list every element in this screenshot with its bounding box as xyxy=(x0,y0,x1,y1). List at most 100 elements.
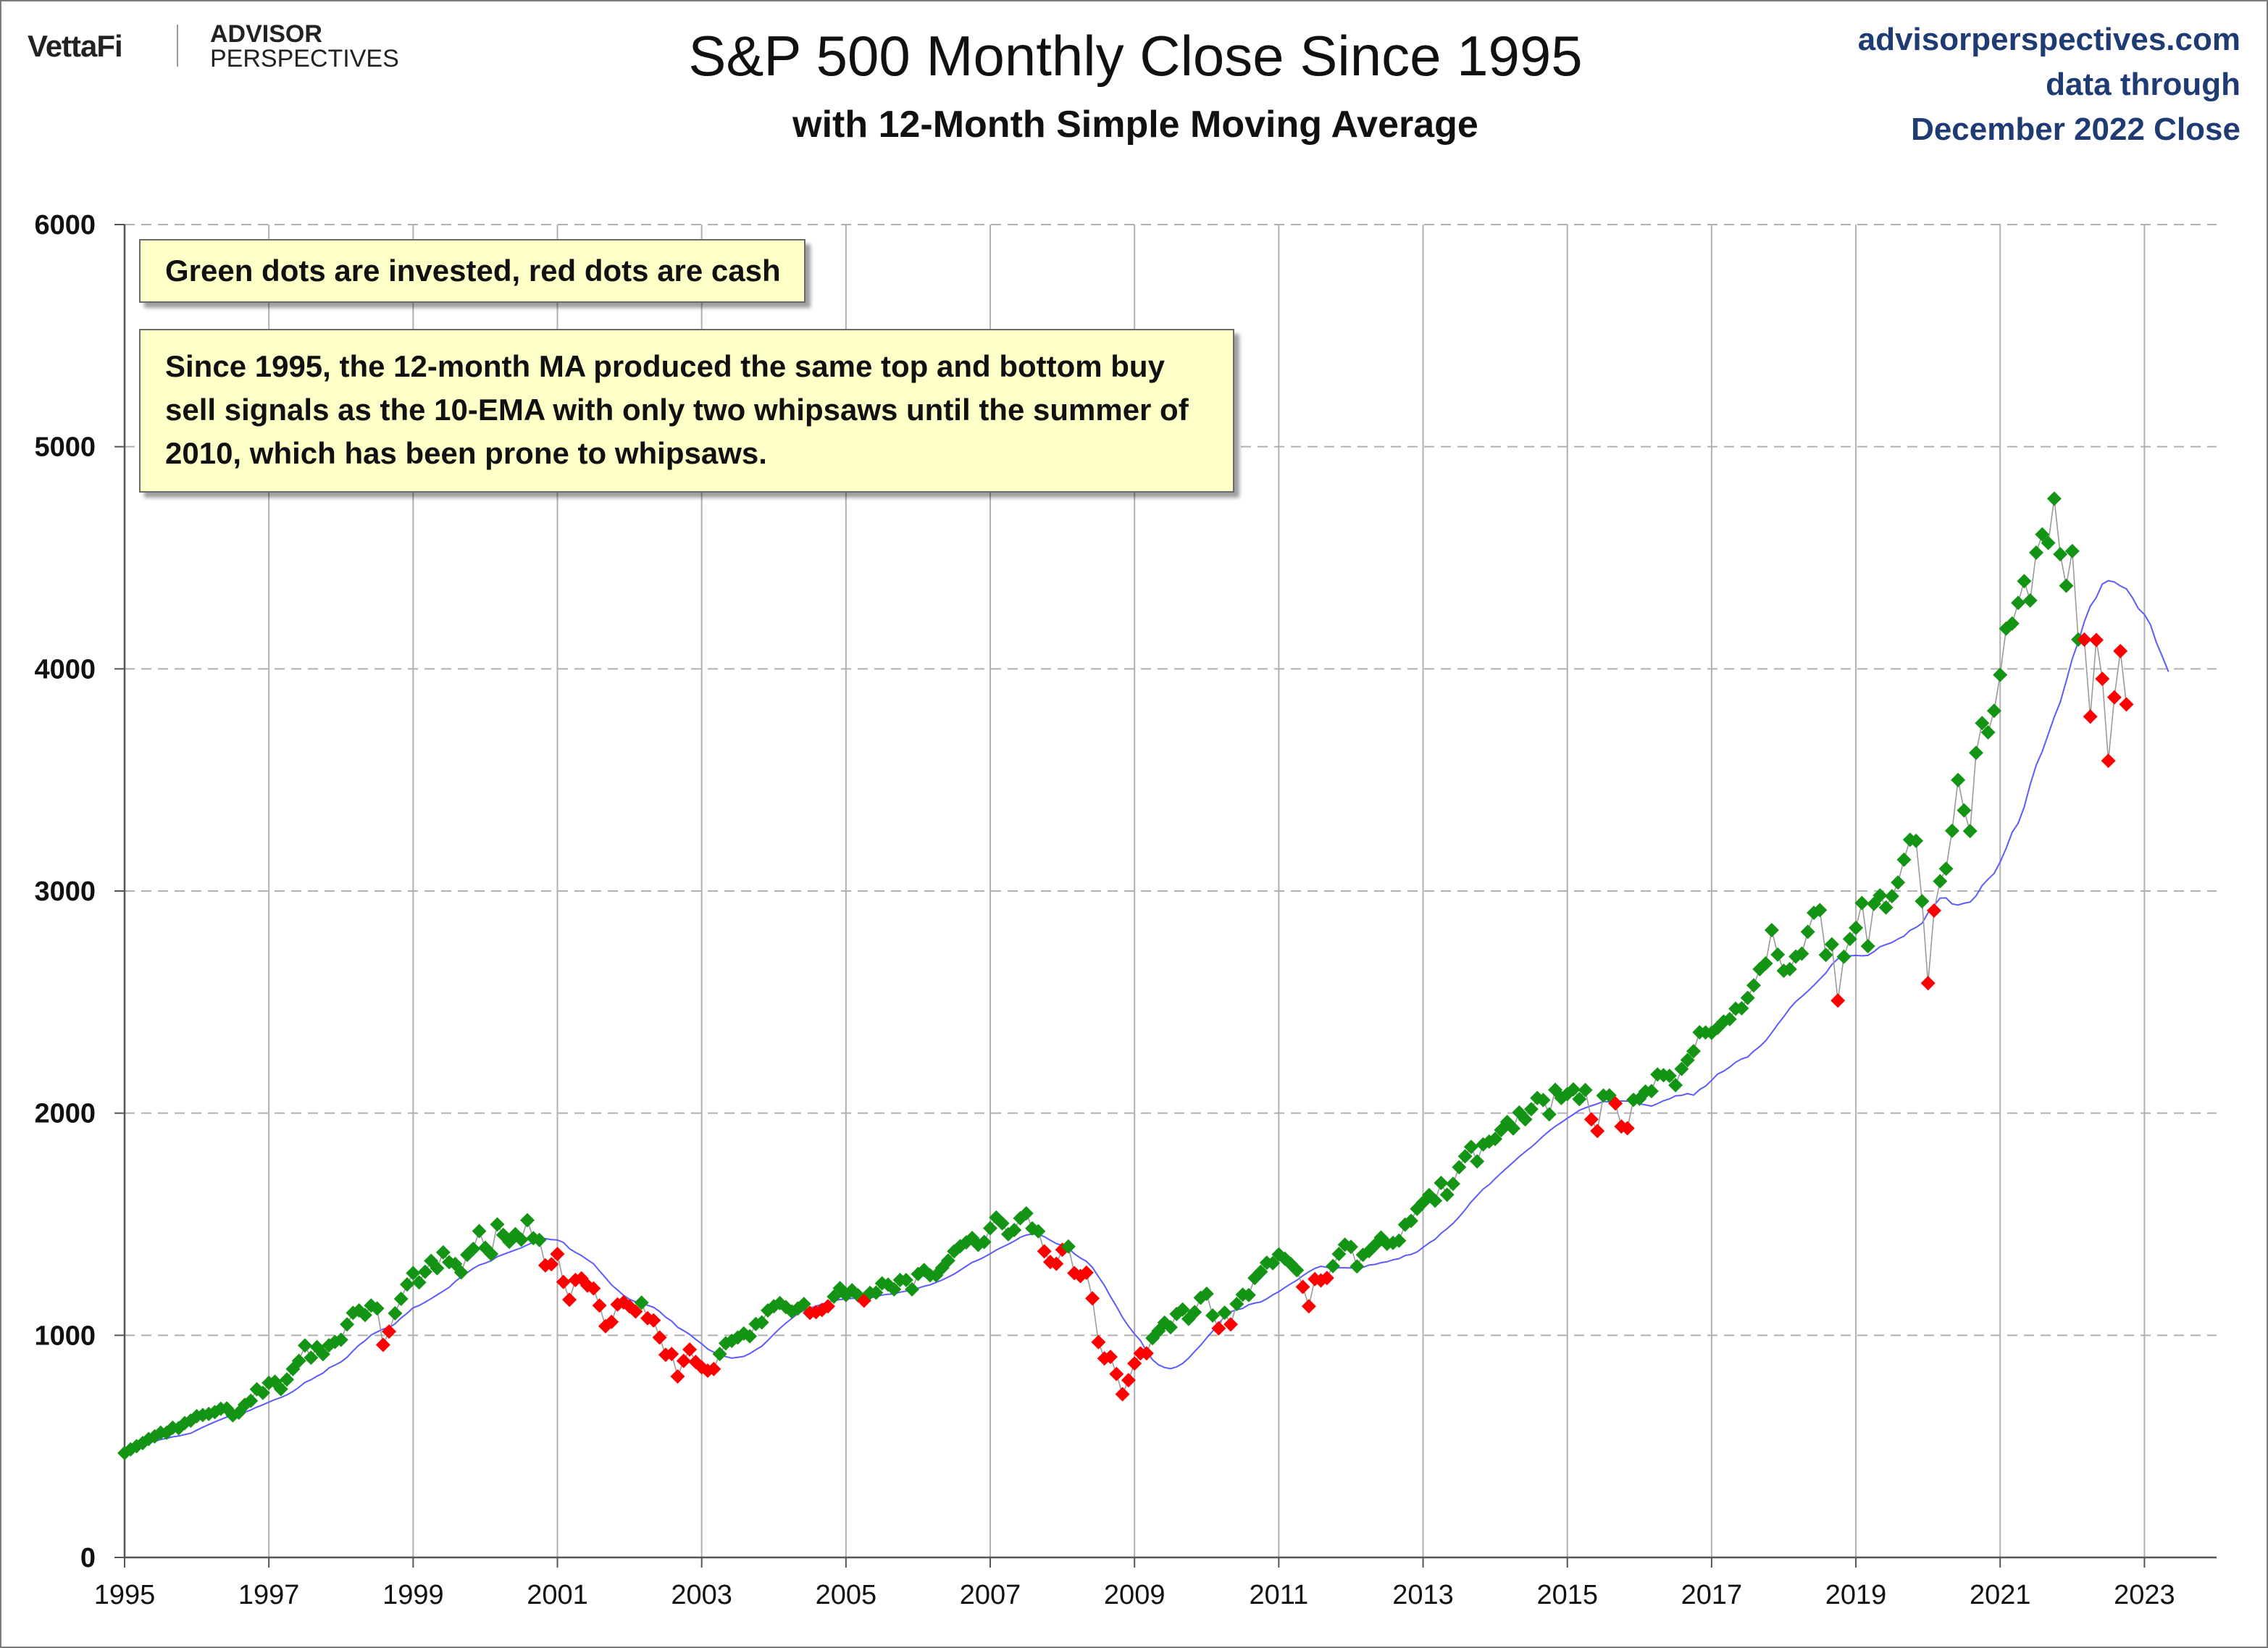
invested-dot xyxy=(1980,725,1996,740)
invested-dot xyxy=(2017,574,2032,589)
cash-dot xyxy=(2095,672,2110,687)
source-date: December 2022 Close xyxy=(1911,112,2240,147)
moving-average-line xyxy=(124,580,2169,1454)
invested-dot xyxy=(417,1264,432,1279)
invested-dot xyxy=(940,1253,955,1268)
cash-dot xyxy=(1295,1279,1310,1294)
invested-dot xyxy=(280,1372,295,1387)
x-tick-label: 2011 xyxy=(1250,1580,1309,1610)
invested-dot xyxy=(1578,1082,1593,1097)
cash-dot xyxy=(628,1304,643,1319)
invested-dot xyxy=(1331,1247,1347,1262)
invested-dot xyxy=(2004,616,2020,631)
invested-dot xyxy=(1326,1258,1341,1273)
invested-dot xyxy=(1764,923,1779,937)
invested-dot xyxy=(1734,1000,1749,1016)
x-tick-label: 2021 xyxy=(1970,1580,2031,1610)
cash-dot xyxy=(1590,1124,1605,1139)
cash-dot xyxy=(682,1342,698,1357)
invested-dot xyxy=(1060,1239,1076,1254)
invested-dot xyxy=(1644,1084,1659,1099)
invested-dot xyxy=(898,1273,913,1287)
invested-dot xyxy=(1163,1320,1178,1335)
invested-dot xyxy=(2035,527,2050,542)
x-tick-label: 2013 xyxy=(1392,1580,1454,1610)
invested-dot xyxy=(905,1281,920,1297)
invested-dot xyxy=(1523,1102,1539,1117)
invested-dot xyxy=(1746,978,1761,993)
x-tick-label: 2019 xyxy=(1825,1580,1887,1610)
invested-dot xyxy=(255,1385,270,1400)
invested-dot xyxy=(1849,920,1864,935)
invested-dot xyxy=(1428,1193,1443,1208)
signal-note: Since 1995, the 12-month MA produced the… xyxy=(139,329,1234,493)
invested-dot xyxy=(976,1234,992,1250)
cash-dot xyxy=(1608,1096,1623,1111)
invested-dot xyxy=(1986,703,2001,719)
y-tick-label: 3000 xyxy=(34,877,96,907)
invested-dot xyxy=(995,1216,1010,1231)
cash-dot xyxy=(592,1298,607,1313)
invested-dot xyxy=(514,1232,529,1247)
cash-dot xyxy=(2077,632,2092,647)
invested-dot xyxy=(1536,1092,1551,1108)
invested-dot xyxy=(406,1266,421,1281)
invested-dot xyxy=(520,1213,535,1228)
invested-dot xyxy=(1187,1305,1202,1320)
invested-dot xyxy=(1867,896,1881,911)
invested-dot xyxy=(1740,990,1755,1005)
cash-dot xyxy=(646,1313,661,1328)
x-tick-label: 2001 xyxy=(527,1580,588,1610)
y-tick-label: 5000 xyxy=(34,432,96,463)
invested-dot xyxy=(333,1332,348,1347)
invested-dot xyxy=(1782,961,1797,976)
invested-dot xyxy=(273,1381,288,1397)
invested-dot xyxy=(1884,889,1899,904)
legend-note: Green dots are invested, red dots are ca… xyxy=(139,239,805,303)
invested-dot xyxy=(243,1393,259,1408)
cash-dot xyxy=(1109,1366,1124,1381)
invested-dot xyxy=(1812,903,1828,918)
invested-dot xyxy=(712,1347,727,1362)
x-tick-label: 1999 xyxy=(382,1580,444,1610)
invested-dot xyxy=(1957,803,1972,818)
invested-dot xyxy=(1962,824,1978,839)
invested-dot xyxy=(1938,861,1954,877)
invested-dot xyxy=(1818,948,1833,963)
cash-dot xyxy=(375,1337,390,1352)
cash-dot xyxy=(1091,1334,1106,1350)
invested-dot xyxy=(1933,874,1948,889)
cash-dot xyxy=(2113,643,2128,658)
invested-dot xyxy=(1668,1078,1683,1092)
invested-dot xyxy=(1993,667,2008,682)
cash-dot xyxy=(1830,993,1846,1008)
cash-dot xyxy=(562,1292,577,1308)
invested-dot xyxy=(796,1297,811,1312)
invested-dot xyxy=(1457,1149,1473,1164)
invested-dot xyxy=(358,1308,372,1323)
invested-dot xyxy=(742,1329,758,1344)
invested-dot xyxy=(1674,1061,1689,1076)
line-layer xyxy=(124,498,2169,1454)
invested-dot xyxy=(532,1232,547,1247)
invested-dot xyxy=(1842,932,1857,947)
advisor-logo-text: ADVISOR xyxy=(210,20,322,48)
cash-dot xyxy=(670,1369,685,1384)
invested-dot xyxy=(393,1292,409,1306)
invested-dot xyxy=(171,1421,186,1436)
invested-dot xyxy=(634,1295,649,1310)
invested-dot xyxy=(1007,1223,1022,1237)
invested-dot xyxy=(1680,1053,1695,1068)
x-tick-label: 2017 xyxy=(1681,1580,1743,1610)
x-tick-label: 2007 xyxy=(960,1580,1021,1610)
y-tick-label: 2000 xyxy=(34,1099,96,1129)
x-tick-label: 2023 xyxy=(2114,1580,2175,1610)
invested-dot xyxy=(453,1265,469,1280)
cash-dot xyxy=(1211,1321,1226,1336)
invested-dot xyxy=(298,1338,312,1353)
invested-dot xyxy=(1541,1107,1557,1122)
source-data-through: data through xyxy=(2046,67,2240,102)
invested-dot xyxy=(2059,578,2074,593)
cash-dot xyxy=(586,1281,601,1296)
invested-dot xyxy=(1018,1206,1034,1221)
